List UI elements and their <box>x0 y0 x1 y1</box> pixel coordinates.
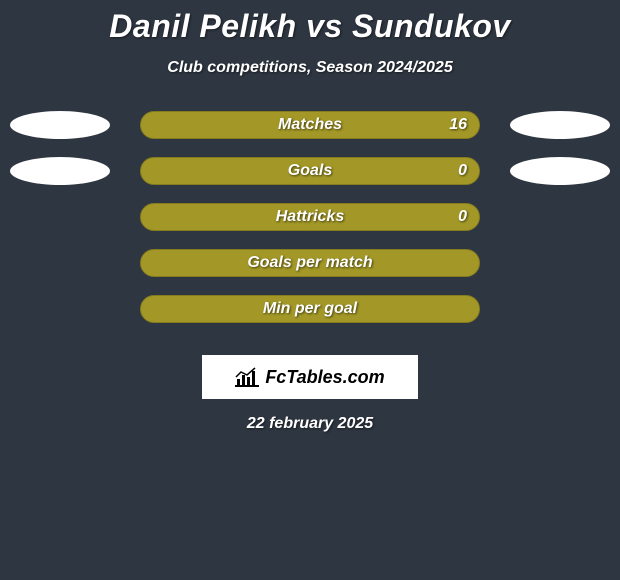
player-right-marker <box>510 111 610 139</box>
stat-row: Matches16 <box>0 111 620 157</box>
snapshot-date: 22 february 2025 <box>0 415 620 433</box>
brand-text: FcTables.com <box>265 367 384 388</box>
stat-label: Hattricks <box>141 208 479 226</box>
stat-row: Min per goal <box>0 295 620 341</box>
stat-value: 16 <box>449 116 467 134</box>
stat-value: 0 <box>458 162 467 180</box>
comparison-subtitle: Club competitions, Season 2024/2025 <box>0 59 620 77</box>
stat-bar: Min per goal <box>140 295 480 323</box>
player-right-marker <box>510 157 610 185</box>
stat-label: Min per goal <box>141 300 479 318</box>
stat-label: Goals <box>141 162 479 180</box>
player-left-marker <box>10 111 110 139</box>
chart-icon <box>235 367 259 387</box>
stat-row: Goals0 <box>0 157 620 203</box>
brand-badge: FcTables.com <box>202 355 418 399</box>
player-left-marker <box>10 157 110 185</box>
comparison-title: Danil Pelikh vs Sundukov <box>0 0 620 45</box>
stat-row: Goals per match <box>0 249 620 295</box>
stat-bar: Matches16 <box>140 111 480 139</box>
stat-value: 0 <box>458 208 467 226</box>
stat-bar: Hattricks0 <box>140 203 480 231</box>
stat-bar: Goals0 <box>140 157 480 185</box>
stat-bar: Goals per match <box>140 249 480 277</box>
stat-row: Hattricks0 <box>0 203 620 249</box>
stat-label: Matches <box>141 116 479 134</box>
stats-container: Matches16Goals0Hattricks0Goals per match… <box>0 111 620 341</box>
stat-label: Goals per match <box>141 254 479 272</box>
